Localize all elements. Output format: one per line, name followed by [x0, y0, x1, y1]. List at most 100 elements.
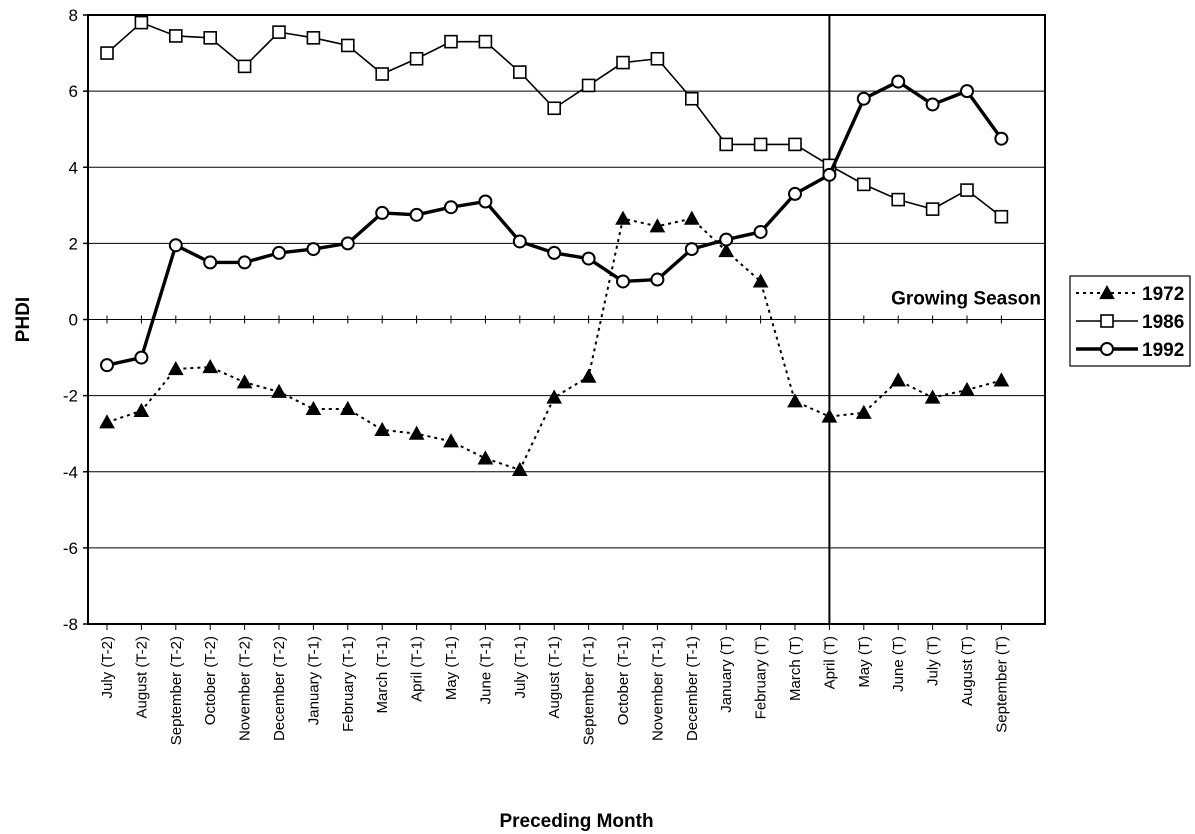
x-tick-label: January (T-1)	[305, 636, 322, 725]
data-point	[340, 38, 355, 53]
y-tick-label: 0	[69, 311, 78, 330]
data-point	[959, 381, 975, 397]
x-tick-label: July (T-1)	[512, 636, 529, 699]
x-tick-label: August (T-1)	[546, 636, 563, 719]
series-1986	[100, 15, 1009, 224]
data-point	[787, 393, 803, 408]
data-point	[478, 194, 493, 209]
data-point	[477, 450, 494, 465]
data-point	[650, 51, 665, 66]
x-tick-label: October (T-2)	[202, 636, 219, 725]
x-tick-label: June (T-1)	[477, 636, 494, 704]
data-point	[100, 46, 114, 60]
data-point	[616, 274, 630, 289]
y-axis-title: PHDI	[13, 297, 34, 342]
y-tick-label: 4	[69, 158, 78, 177]
y-tick-label: -8	[63, 615, 78, 634]
series-1972	[99, 210, 1010, 476]
y-tick-label: 2	[69, 234, 78, 253]
data-point	[615, 210, 631, 225]
x-tick-label: September (T-2)	[168, 636, 185, 745]
data-point	[237, 59, 252, 74]
x-tick-label: December (T-2)	[271, 636, 288, 741]
data-point	[580, 368, 597, 383]
data-point	[409, 207, 424, 222]
data-point	[134, 350, 149, 365]
data-point	[684, 91, 699, 106]
x-tick-label: February (T-1)	[340, 636, 357, 732]
data-point	[99, 414, 115, 429]
data-point	[167, 360, 184, 376]
data-point	[134, 15, 149, 30]
x-tick-label: December (T-1)	[684, 636, 701, 741]
data-point	[993, 372, 1010, 387]
data-point	[890, 372, 907, 387]
data-point	[821, 408, 838, 423]
data-point	[788, 137, 802, 152]
y-tick-label: -6	[63, 539, 78, 558]
x-tick-label: May (T-1)	[443, 636, 460, 700]
data-point	[444, 200, 458, 215]
legend-marker	[1100, 314, 1114, 328]
series-line-1972	[106, 217, 1002, 471]
x-tick-label: November (T-1)	[649, 636, 666, 741]
y-tick-label: -4	[63, 463, 78, 482]
x-tick-label: March (T-1)	[374, 636, 391, 714]
data-point	[752, 273, 769, 288]
data-point	[650, 272, 665, 287]
data-point	[374, 421, 391, 436]
data-point	[925, 97, 940, 112]
data-point	[753, 224, 768, 239]
data-point	[924, 389, 941, 404]
x-tick-label: February (T)	[753, 636, 770, 719]
data-point	[203, 31, 217, 45]
data-point	[822, 167, 837, 182]
data-point	[719, 137, 734, 152]
legend-marker	[1099, 284, 1115, 300]
x-tick-label: March (T)	[787, 636, 804, 701]
growing-season-annotation: Growing Season	[891, 288, 1041, 309]
legend: 1972 1986 1992	[1069, 275, 1191, 367]
data-point	[581, 78, 596, 93]
data-point	[236, 374, 253, 389]
x-axis-ticks: July (T-2) August (T-2) September (T-2) Oct…	[99, 315, 1010, 745]
data-point	[753, 137, 768, 152]
data-point	[169, 29, 183, 43]
data-point	[408, 425, 425, 440]
data-point	[305, 400, 322, 416]
data-point	[511, 461, 528, 476]
y-tick-label: -2	[63, 387, 78, 406]
data-point	[547, 101, 562, 116]
y-tick-label: 8	[69, 6, 78, 25]
data-point	[306, 31, 321, 45]
data-point	[925, 202, 940, 216]
data-point	[272, 245, 286, 260]
data-point	[581, 251, 596, 266]
data-point	[237, 255, 252, 270]
data-point	[649, 218, 666, 233]
x-tick-label: June (T)	[890, 636, 907, 692]
data-point	[547, 245, 562, 260]
data-point	[375, 205, 390, 220]
x-tick-label: July (T-2)	[99, 636, 116, 699]
data-point	[891, 192, 906, 207]
data-point	[546, 389, 563, 404]
legend-marker	[1100, 342, 1114, 356]
data-point	[856, 91, 871, 106]
data-point	[616, 55, 630, 70]
x-tick-label: April (T-1)	[409, 636, 426, 702]
data-point	[203, 255, 218, 270]
data-point	[719, 232, 734, 247]
legend-label: 1986	[1142, 312, 1184, 333]
data-point	[478, 34, 493, 49]
data-point	[718, 242, 735, 258]
data-point	[202, 359, 219, 374]
data-point	[788, 186, 802, 201]
data-point	[340, 236, 355, 251]
gridlines	[88, 90, 1045, 549]
data-point	[512, 65, 527, 79]
x-tick-label: April (T)	[821, 636, 838, 689]
series-1992	[100, 74, 1009, 373]
x-tick-label: November (T-2)	[237, 636, 254, 741]
